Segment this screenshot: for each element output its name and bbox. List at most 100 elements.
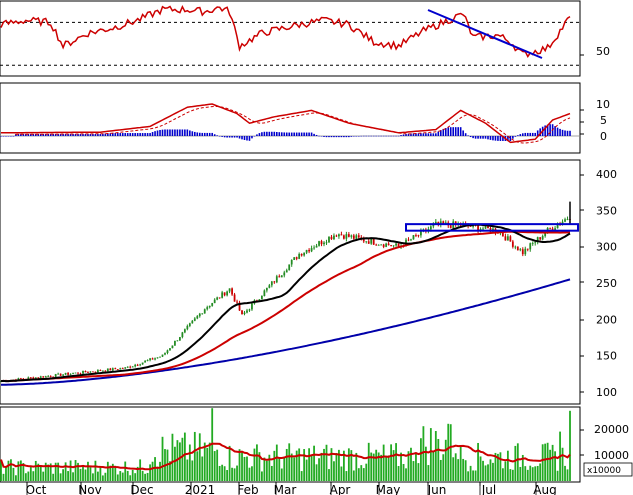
macd-hist-bar	[348, 136, 350, 138]
candle-body	[134, 364, 137, 367]
volume-bar	[474, 470, 477, 481]
candle-body	[119, 368, 122, 370]
macd-hist-bar	[544, 125, 546, 136]
macd-hist-bar	[218, 136, 221, 137]
candle-body	[27, 377, 30, 379]
volume-bar	[94, 460, 97, 481]
price-tick-label: 350	[596, 204, 617, 217]
macd-hist-bar	[194, 131, 196, 136]
macd-hist-bar	[208, 132, 211, 136]
volume-bar	[246, 456, 248, 481]
candle-body	[511, 241, 514, 247]
macd-hist-bar	[89, 134, 92, 136]
volume-bar	[412, 461, 415, 481]
candle-body	[47, 376, 50, 377]
rsi-tick-label: 50	[596, 45, 610, 58]
macd-hist-bar	[64, 134, 67, 136]
volume-bar	[313, 445, 315, 481]
volume-bar	[561, 447, 564, 481]
volume-bar	[188, 444, 191, 481]
macd-hist-bar	[432, 133, 435, 136]
volume-bar	[544, 443, 547, 481]
volume-bar	[174, 446, 176, 481]
candle-body	[335, 235, 338, 237]
candle-body	[469, 226, 472, 227]
candle-body	[554, 228, 556, 231]
volume-bar	[402, 463, 405, 481]
macd-hist-bar	[367, 135, 370, 137]
macd-hist-bar	[22, 134, 25, 136]
volume-bar	[139, 459, 142, 481]
macd-hist-bar	[181, 129, 184, 136]
candle-body	[136, 364, 139, 366]
volume-bar	[285, 448, 288, 481]
macd-hist-bar	[415, 133, 417, 136]
volume-bar	[318, 458, 320, 481]
macd-hist-bar	[87, 134, 89, 136]
volume-bar	[119, 471, 122, 481]
volume-panel	[0, 406, 581, 483]
candle-body	[434, 221, 437, 225]
candle-body	[79, 373, 82, 375]
candle-body	[171, 345, 174, 349]
volume-bar	[305, 459, 308, 481]
candle-body	[139, 364, 142, 366]
candle-body	[270, 281, 273, 286]
candle-body	[126, 366, 129, 368]
macd-hist-bar	[273, 131, 276, 136]
volume-bar	[390, 444, 393, 481]
candle-body	[111, 368, 114, 371]
macd-hist-bar	[77, 134, 79, 136]
macd-hist-bar	[233, 136, 236, 138]
macd-hist-bar	[521, 133, 524, 136]
volume-bar	[183, 432, 186, 481]
candle-body	[397, 243, 400, 247]
macd-hist-bar	[315, 134, 318, 136]
month-label: Aug	[533, 483, 556, 495]
macd-hist-bar	[30, 134, 32, 136]
candle-body	[221, 292, 224, 298]
candle-body	[141, 362, 144, 365]
candle-body	[357, 235, 360, 238]
macd-hist-bar	[407, 133, 410, 136]
candle-body	[367, 241, 370, 244]
volume-bar	[338, 449, 340, 481]
volume-bar	[226, 470, 229, 481]
macd-hist-bar	[442, 128, 445, 136]
candle-body	[178, 337, 181, 341]
candle-body	[556, 224, 559, 229]
macd-hist-bar	[141, 133, 144, 136]
macd-hist-bar	[149, 133, 151, 136]
candle-body	[355, 235, 358, 239]
month-label: Jun	[427, 483, 447, 495]
macd-hist-bar	[517, 135, 519, 136]
macd-hist-bar	[375, 135, 377, 137]
volume-bar	[377, 452, 380, 481]
macd-hist-bar	[129, 133, 132, 136]
candle-body	[564, 219, 566, 222]
month-label: Feb	[237, 483, 258, 495]
macd-hist-bar	[482, 136, 484, 139]
month-label: 2021	[185, 483, 216, 495]
volume-tick-label: 10000	[594, 449, 629, 462]
candle-body	[116, 369, 119, 370]
candle-body	[310, 248, 313, 252]
candle-body	[32, 377, 35, 379]
macd-hist-bar	[350, 136, 353, 137]
volume-bar	[529, 465, 532, 481]
macd-hist-bar	[285, 132, 288, 136]
macd-hist-bar	[144, 133, 146, 136]
volume-bar	[154, 457, 156, 481]
macd-hist-bar	[201, 132, 204, 136]
macd-hist-bar	[17, 134, 20, 136]
macd-hist-bar	[447, 127, 450, 136]
candle-body	[201, 313, 204, 315]
candle-body	[34, 377, 37, 379]
volume-bar	[303, 449, 306, 481]
macd-hist-bar	[392, 135, 395, 137]
macd-hist-bar	[340, 136, 343, 138]
macd-hist-bar	[198, 132, 201, 136]
candle-body	[124, 367, 127, 369]
volume-bar	[171, 433, 174, 481]
volume-bar	[516, 443, 519, 481]
